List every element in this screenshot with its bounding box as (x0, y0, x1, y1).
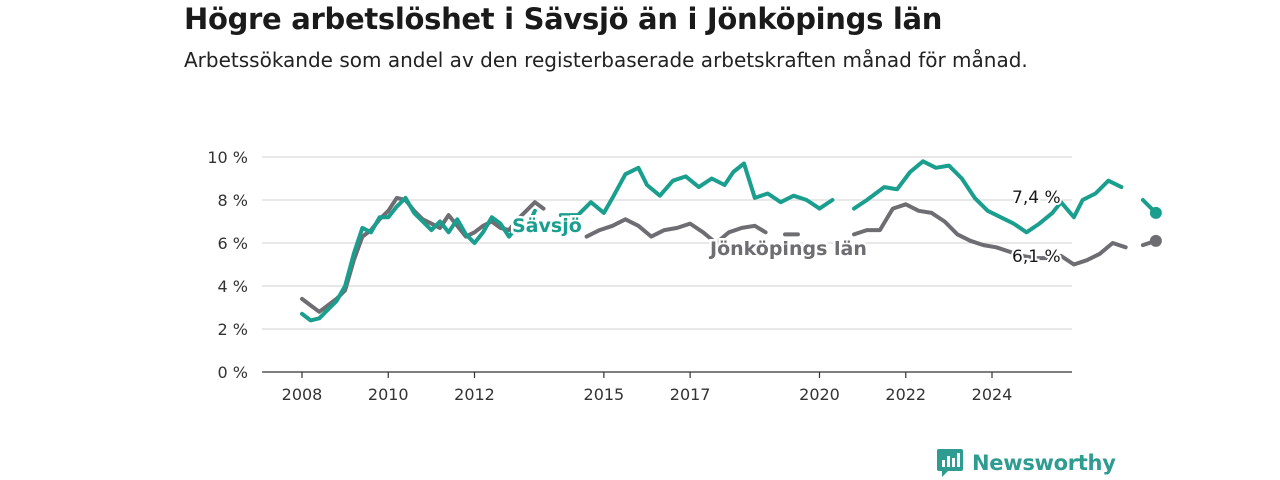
x-tick-label: 2020 (799, 385, 840, 404)
chart-title: Högre arbetslöshet i Sävsjö än i Jönköpi… (184, 2, 943, 36)
x-tick-label: 2010 (368, 385, 409, 404)
x-tick-label: 2015 (584, 385, 625, 404)
x-tick-label: 2008 (282, 385, 323, 404)
end-point-lan (1149, 234, 1162, 247)
x-tick-label: 2022 (885, 385, 926, 404)
y-tick-label: 2 % (218, 320, 248, 339)
series-line-lan (584, 217, 768, 245)
y-tick-label: 10 % (207, 148, 248, 167)
label-jonkopings-lan: Jönköpings län (708, 238, 867, 260)
y-axis-ticks: 0 % 2 % 4 % 6 % 8 % 10 % (207, 148, 248, 382)
series-labels: Sävsjö Jönköpings län 7,4 % 6,1 % (510, 186, 1063, 269)
newsworthy-logo-icon (937, 449, 963, 477)
y-tick-label: 6 % (218, 234, 248, 253)
label-savsjo: Sävsjö (512, 215, 582, 237)
end-value-savsjo: 7,4 % (1012, 188, 1061, 208)
series-line-lan (852, 202, 1128, 267)
end-point-savsjo (1149, 206, 1162, 219)
chart-subtitle: Arbetssökande som andel av den registerb… (184, 48, 1028, 72)
series-line-savsjo (852, 159, 1124, 235)
gridlines (262, 156, 1072, 330)
y-tick-label: 4 % (218, 277, 248, 296)
line-chart: 0 % 2 % 4 % 6 % 8 % 10 % 2008 2010 2012 2015 2017… (207, 148, 1162, 404)
y-tick-label: 0 % (218, 363, 248, 382)
x-tick-label: 2017 (670, 385, 711, 404)
y-tick-label: 8 % (218, 191, 248, 210)
x-tick-label: 2012 (454, 385, 495, 404)
x-tick-label: 2024 (972, 385, 1013, 404)
series-line-savsjo (558, 161, 835, 218)
end-value-lan: 6,1 % (1012, 247, 1061, 267)
x-axis-ticks: 2008 2010 2012 2015 2017 2020 2022 2024 (282, 372, 1013, 404)
brand-name: Newsworthy (972, 451, 1116, 475)
series-lines (300, 159, 1162, 323)
brand-logo: Newsworthy (936, 446, 1116, 480)
series-line-savsjo (300, 195, 537, 323)
